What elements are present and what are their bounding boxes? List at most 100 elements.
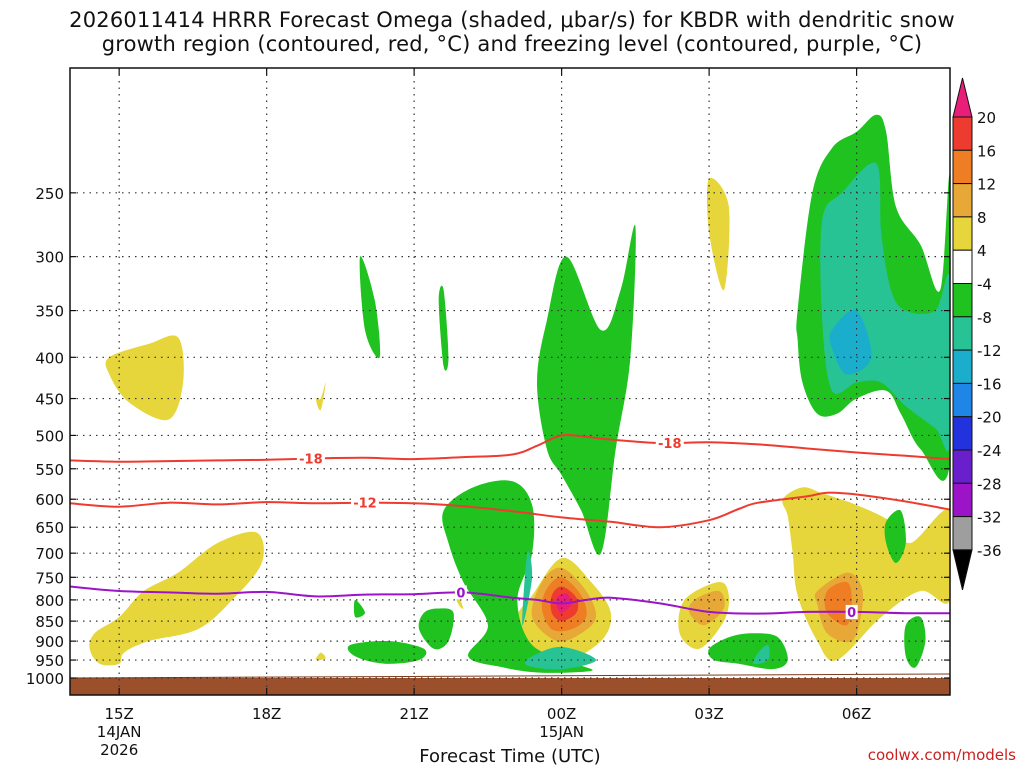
omega-region-c8-28 (522, 551, 533, 626)
x-tick-label-00Z: 00Z (547, 705, 576, 723)
y-tick-label-300: 300 (35, 249, 64, 267)
colorbar-label-2: 12 (977, 176, 996, 194)
omega-region-c4-22 (442, 480, 593, 673)
y-tick-label-900: 900 (35, 633, 64, 651)
chart-title-line1: 2026011414 HRRR Forecast Omega (shaded, … (69, 8, 955, 32)
omega-region-w12-13 (824, 581, 852, 626)
omega-region-c8-27 (820, 162, 950, 452)
isotherm-label-bg-1 (655, 436, 684, 451)
colorbar-label-8: -16 (977, 375, 1002, 393)
omega-region-c8-30 (752, 644, 770, 665)
x-tick-label-06Z: 06Z (842, 705, 871, 723)
omega-region-w4-2 (89, 531, 264, 666)
omega-shading (89, 114, 950, 673)
omega-region-c4-16 (359, 256, 381, 359)
isotherm--12 (70, 491, 950, 529)
y-tick-label-850: 850 (35, 613, 64, 631)
x-tick-date-15Z: 14JAN (97, 723, 142, 741)
colorbar-label-13: -36 (977, 542, 1002, 560)
colorbar-swatch-0 (952, 116, 973, 151)
x-tick-label-03Z: 03Z (694, 705, 723, 723)
x-tick-year-15Z: 2026 (100, 741, 138, 759)
colorbar-label-6: -8 (977, 309, 992, 327)
omega-region-c4-20 (418, 608, 454, 650)
isotherm-label-bg-4 (845, 604, 858, 619)
omega-region-w4-3 (315, 652, 326, 661)
colorbar-swatch-12 (952, 516, 973, 551)
isotherm-label-4: 0 (847, 606, 856, 621)
y-tick-label-650: 650 (35, 519, 64, 537)
isotherm-label-1: -18 (658, 437, 682, 452)
ground-layer (70, 673, 950, 695)
colorbar-label-7: -12 (977, 342, 1002, 360)
y-tick-label-600: 600 (35, 491, 64, 509)
colorbar-swatch-9 (952, 416, 973, 451)
y-tick-label-500: 500 (35, 427, 64, 445)
colorbar-label-4: 4 (977, 242, 987, 260)
y-axis: 250 300 350 400 450 500 550 600 650 700 750 800 850 9… (26, 185, 950, 688)
isotherm-labels: -18 -18 -12 0 0 (296, 436, 858, 621)
omega-region-c4-19 (353, 599, 365, 618)
y-tick-label-400: 400 (35, 349, 64, 367)
colorbar-swatch-10 (952, 449, 973, 484)
y-tick-label-800: 800 (35, 592, 64, 610)
omega-region-c12-31 (829, 309, 872, 375)
colorbar-top-arrow (952, 77, 973, 118)
y-tick-label-550: 550 (35, 461, 64, 479)
colorbar-swatch-8 (952, 382, 973, 418)
isotherm-0 (70, 585, 950, 615)
isotherm-label-bg-0 (296, 451, 325, 466)
isotherm-contours (70, 433, 950, 615)
y-tick-label-1000: 1000 (26, 670, 64, 688)
x-tick-label-18Z: 18Z (252, 705, 281, 723)
omega-region-c4-23 (708, 633, 788, 670)
y-tick-label-350: 350 (35, 303, 64, 321)
colorbar-label-0: 20 (977, 109, 996, 127)
isotherm-label-2: -12 (353, 497, 377, 512)
x-tick-label-21Z: 21Z (399, 705, 428, 723)
omega-region-c4-17 (438, 285, 449, 371)
omega-region-c4-21 (347, 640, 427, 664)
colorbar-swatch-3 (952, 216, 973, 251)
colorbar-label-10: -24 (977, 442, 1002, 460)
colorbar-label-12: -32 (977, 509, 1002, 527)
isotherm-label-bg-3 (454, 585, 467, 600)
gridlines (70, 68, 950, 695)
colorbar-swatch-6 (952, 316, 973, 351)
omega-region-w8-10 (688, 590, 725, 626)
colorbar-swatch-2 (952, 183, 973, 218)
x-axis-label: Forecast Time (UTC) (419, 746, 600, 767)
omega-region-w4-5 (706, 177, 730, 291)
y-tick-label-250: 250 (35, 185, 64, 203)
colorbar-swatch-7 (952, 349, 973, 384)
y-tick-label-950: 950 (35, 652, 64, 670)
omega-region-c4-25 (904, 616, 926, 668)
colorbar: 20 16 12 8 4 -4 -8 -12 -16 -20 -24 -28 -32 -36 (952, 77, 1002, 591)
colorbar-bottom-arrow (952, 549, 973, 591)
isotherm-label-3: 0 (456, 586, 465, 601)
ground-surface (70, 678, 950, 695)
isotherm-label-0: -18 (299, 452, 323, 467)
colorbar-swatch-5 (952, 283, 973, 318)
omega-region-c8-29 (525, 646, 596, 670)
omega-region-w4-1 (315, 382, 326, 411)
colorbar-swatch-11 (952, 482, 973, 518)
y-tick-label-450: 450 (35, 391, 64, 409)
isotherm-label-bg-2 (350, 495, 379, 510)
colorbar-swatch-1 (952, 149, 973, 185)
y-tick-label-700: 700 (35, 545, 64, 563)
colorbar-label-11: -28 (977, 475, 1002, 493)
colorbar-label-1: 16 (977, 142, 996, 160)
colorbar-swatch-4 (952, 249, 973, 284)
omega-region-c4-24 (884, 509, 906, 563)
x-tick-label-15Z: 15Z (104, 705, 133, 723)
y-tick-label-750: 750 (35, 569, 64, 587)
colorbar-label-3: 8 (977, 209, 987, 227)
omega-region-w4-0 (105, 335, 184, 421)
isotherm--18 (70, 433, 950, 463)
colorbar-label-9: -20 (977, 409, 1002, 427)
plot-frame (69, 67, 951, 696)
credit-link[interactable]: coolwx.com/models (868, 746, 1016, 764)
